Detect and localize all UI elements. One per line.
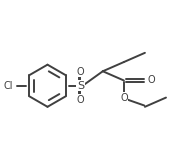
Text: O: O bbox=[77, 67, 84, 77]
Text: O: O bbox=[147, 76, 155, 85]
Text: S: S bbox=[77, 81, 84, 91]
Text: O: O bbox=[77, 95, 84, 105]
Text: O: O bbox=[120, 93, 128, 103]
Text: Cl: Cl bbox=[3, 81, 13, 91]
